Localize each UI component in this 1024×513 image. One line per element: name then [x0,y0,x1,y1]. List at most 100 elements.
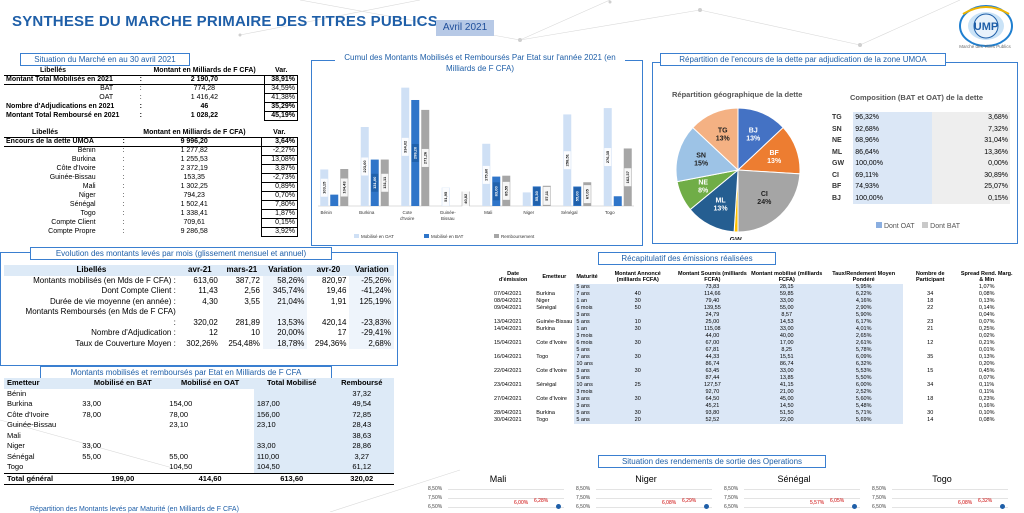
category-label: Mali [484,210,492,215]
emissions-cell: 86,74 [675,361,750,368]
composition-oat: 100,00% [853,158,932,170]
emissions-cell [599,333,676,340]
situation-var: -2,73% [260,173,299,183]
mobilises-cell: 156,00 [253,409,330,420]
emissions-cell: 4,16% [824,298,904,305]
emissions-cell: 14,50 [749,403,825,410]
emissions-cell [492,347,534,354]
mobilises-cell [79,389,166,400]
situation-var: 3,64% [260,137,299,147]
data-label-box [502,181,510,200]
pie-label: ML [715,197,726,204]
composition-bat: 25,07% [931,181,1010,193]
situation-row: OAT: 1 416,42 41,38% [4,93,298,103]
situation-sep: : [122,201,125,208]
mobilises-col-head: Remboursé [329,378,394,389]
mobilises-cell: Niger [7,441,25,450]
emissions-cell: 0,10% [978,410,995,416]
emissions-cell: 6,22% [824,291,904,298]
pie-slice-tg [692,107,739,172]
emissions-header: Date d'émission Emetteur Maturité Montant A… [492,270,1016,284]
category-label: Guinée- [440,210,457,215]
emissions-cell: Sénégal [536,305,557,311]
emissions-cell: 92,70 [675,389,750,396]
mobilises-row: Togo 104,50 104,50 61,12 [4,462,394,473]
emissions-cell: 0,08% [978,291,995,297]
mobilises-cell: 33,00 [82,399,102,408]
rendement-chart-title: Niger [635,474,657,484]
data-label: 104,43 [341,181,346,194]
category-label: Bissau [441,216,455,221]
pie-value: 8% [698,187,709,194]
situation-row: BAT: 774,28 34,59% [4,84,298,94]
situation-amount: 709,61 [183,219,205,226]
evolution-col-head: avr-21 [188,265,212,274]
situation-panel [0,58,302,244]
data-point [1000,504,1005,509]
situation-sep: : [122,210,125,217]
emissions-cell: 127,57 [675,382,750,389]
composition-oat: 74,93% [853,181,932,193]
emissions-cell: 50 [599,305,676,312]
situation-var: -2,27% [260,146,299,156]
emissions-row: 15/04/2021 Cote d'Ivoire 6 mois 30 67,00 17,0… [492,340,1016,347]
situation-row: Côte d'Ivoire: 2 372,19 3,87% [4,164,299,174]
col-amount: Montant en Milliards de F CFA) [153,67,256,74]
composition-row: ML 86,64% 13,36% [830,146,1010,158]
evolution-value: -23,83% [349,317,394,328]
evolution-label: Taux de Couverture Moyen : [75,338,176,348]
evolution-value: 420,14 [322,317,347,327]
emissions-row: 07/04/2021 Burkina 7 ans 40 114,66 59,85 6,22%… [492,291,1016,298]
emissions-cell: 6,17% [824,319,904,326]
emissions-cell: 13,85 [749,375,825,382]
situation-label: Guinée-Bissau [49,174,96,181]
emissions-cell: 30 [599,354,676,361]
emissions-row: 22/04/2021 Cote d'Ivoire 3 ans 30 63,45 33,00… [492,368,1016,375]
evolution-value [307,307,349,318]
data-label-box [411,143,419,162]
y-tick: 6,50% [724,504,739,510]
emissions-col-head: Date d'émission [498,271,528,283]
situation-sep: : [122,183,125,190]
pie-value: 13% [716,136,731,143]
situation-amount: 1 502,41 [180,201,208,208]
emissions-cell: 3 ans [574,396,600,403]
point-label: 6,29% [682,498,697,504]
mobilises-cell: 72,85 [329,409,394,420]
emissions-cell: 30 [599,298,676,305]
mobilises-cell: 28,86 [329,441,394,452]
emissions-cell [903,347,957,354]
emissions-cell: 33,00 [749,298,825,305]
emissions-cell: 21,00 [749,389,825,396]
situation-var: 7,80% [260,200,299,210]
mobilises-col-head: Total Mobilisé [253,378,330,389]
mobilises-cell: Mali [7,430,21,440]
cumul-chart-title: Cumul des Montants Mobilisés et Rembours… [335,52,625,74]
gridline [448,489,564,490]
situation-row: Compte Propre: 9 286,58 3,92% [4,227,299,237]
emissions-cell: 3 ans [574,312,600,319]
emissions-cell: 67,81 [675,347,750,354]
emissions-cell: 22,00 [749,417,825,424]
situation-sep: : [122,192,125,199]
emissions-col-head: Montant Annoncé (milliards FCFA) [614,271,661,283]
category-label: d'Ivoire [400,216,415,221]
situation-var: 0,15% [260,218,299,228]
logo-subtitle: Marché des Titres Publics [959,44,1011,49]
evolution-value: 18,78% [262,338,308,349]
evolution-value: 820,97 [322,275,347,285]
emissions-cell: 5 ans [574,417,600,424]
mobilises-cell: Guinée-Bissau [7,420,57,429]
emissions-col-head: Taux/Rendement Moyen Pondéré [832,271,896,283]
emissions-cell: 45,21 [675,403,750,410]
evolution-value: 17 [337,328,347,337]
pie-label: SN [696,152,706,159]
emissions-cell: 0,08% [978,417,995,423]
emissions-cell: 30 [599,326,676,333]
composition-oat: 92,68% [853,123,932,135]
emissions-cell: 34 [927,291,934,297]
evolution-label: Durée de vie moyenne (en année) : [49,296,176,306]
situation-row: Guinée-Bissau: 153,35 -2,73% [4,173,299,183]
situation-header-row: Libellés Montant en Milliards de F CFA) … [4,67,298,76]
evolution-value: 21,04% [262,296,308,307]
